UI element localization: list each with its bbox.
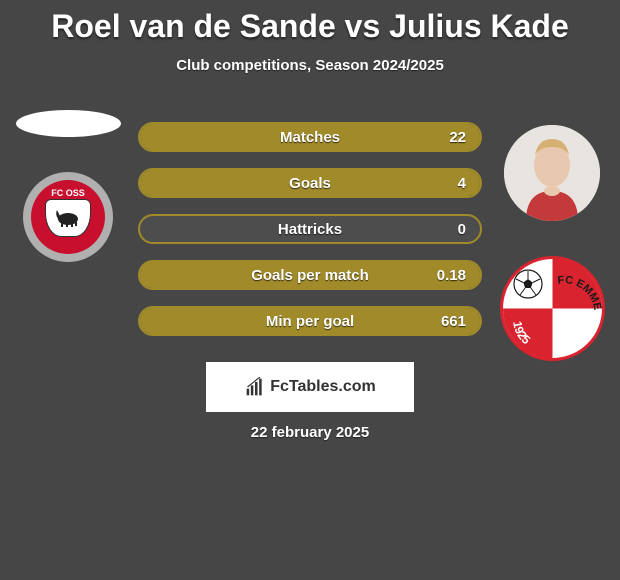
stat-label: Goals per match <box>251 267 369 284</box>
stat-row-goals: Goals 4 <box>138 168 482 198</box>
stat-value: 0 <box>458 221 466 238</box>
stat-row-min-per-goal: Min per goal 661 <box>138 306 482 336</box>
ox-icon <box>53 206 83 228</box>
chart-icon <box>244 377 266 397</box>
stat-value: 22 <box>449 129 466 146</box>
date-text: 22 february 2025 <box>251 424 369 441</box>
fctables-logo-box: FcTables.com <box>206 362 414 412</box>
stat-bars: Matches 22 Goals 4 Hattricks 0 Goals per… <box>138 122 482 352</box>
club-crest-emmen: FC EMMEN 1925 <box>500 256 605 361</box>
player-photo-placeholder-left <box>16 110 121 137</box>
stat-value: 4 <box>458 175 466 192</box>
stat-label: Hattricks <box>278 221 342 238</box>
stat-row-goals-per-match: Goals per match 0.18 <box>138 260 482 290</box>
left-column: FC OSS <box>8 110 128 262</box>
subtitle: Club competitions, Season 2024/2025 <box>0 57 620 74</box>
stat-label: Matches <box>280 129 340 146</box>
stat-value: 0.18 <box>437 267 466 284</box>
page-title: Roel van de Sande vs Julius Kade <box>0 0 620 45</box>
stat-label: Min per goal <box>266 313 354 330</box>
player-photo-right <box>504 125 600 221</box>
crest-inner-disc: FC OSS <box>31 180 105 254</box>
club-crest-oss: FC OSS <box>23 172 113 262</box>
stat-value: 661 <box>441 313 466 330</box>
stat-row-matches: Matches 22 <box>138 122 482 152</box>
stat-row-hattricks: Hattricks 0 <box>138 214 482 244</box>
logo-text: FcTables.com <box>270 378 376 396</box>
right-column: FC EMMEN 1925 <box>492 125 612 361</box>
stat-label: Goals <box>289 175 331 192</box>
crest-club-text: FC OSS <box>31 188 105 198</box>
